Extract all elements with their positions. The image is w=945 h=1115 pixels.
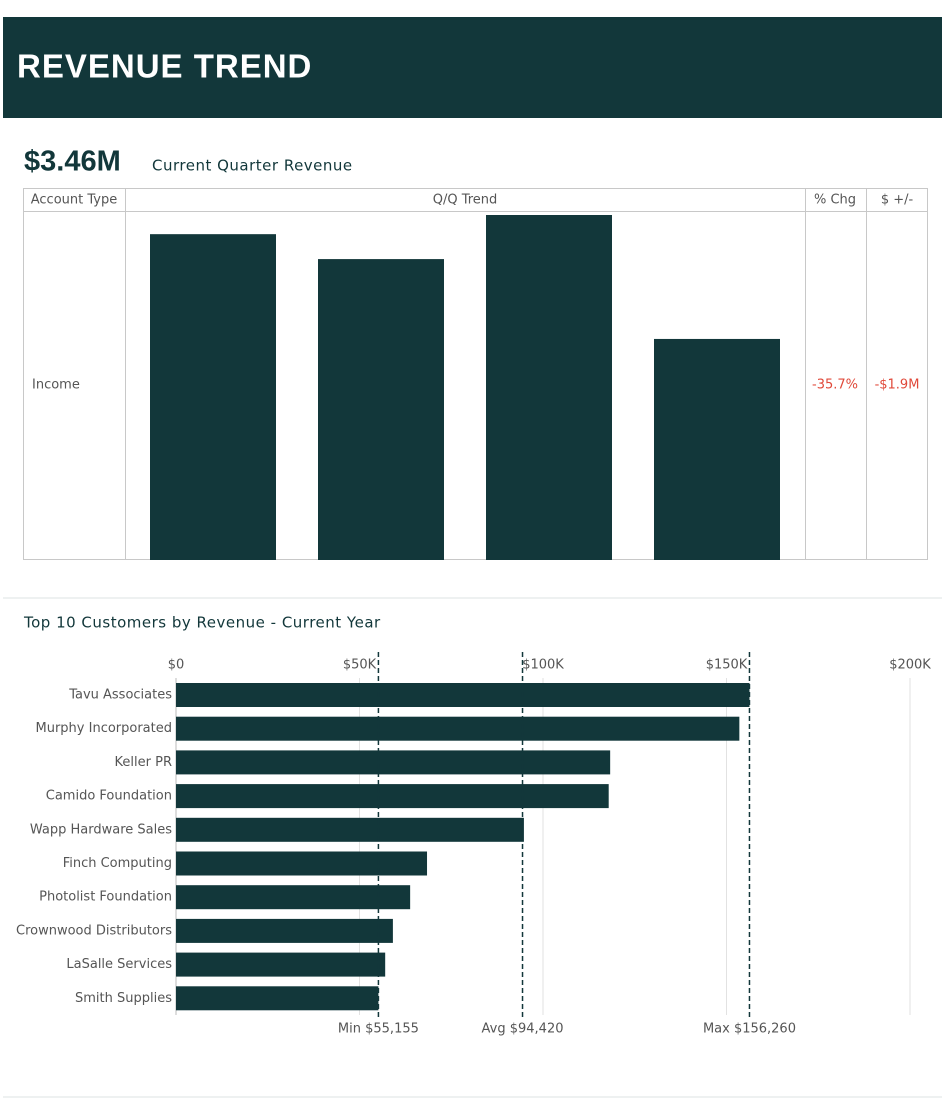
bar bbox=[176, 750, 611, 775]
x-tick-label: $200K bbox=[889, 658, 931, 673]
bar bbox=[176, 952, 386, 977]
category-label: Camido Foundation bbox=[46, 789, 172, 804]
category-label: Tavu Associates bbox=[68, 688, 172, 703]
trend-bar bbox=[486, 215, 612, 560]
x-tick-label: $0 bbox=[168, 658, 185, 673]
category-label: Crownwood Distributors bbox=[16, 923, 172, 938]
bar bbox=[176, 986, 379, 1011]
page-title: REVENUE TREND bbox=[17, 48, 312, 85]
category-label: LaSalle Services bbox=[66, 957, 172, 972]
bar bbox=[176, 851, 428, 876]
x-tick-label: $50K bbox=[343, 658, 377, 673]
reference-label: Min $55,155 bbox=[338, 1022, 419, 1037]
kpi-label: Current Quarter Revenue bbox=[152, 157, 353, 175]
reference-label: Avg $94,420 bbox=[482, 1022, 564, 1037]
column-header: % Chg bbox=[814, 193, 856, 208]
bar bbox=[176, 784, 609, 809]
bar bbox=[176, 817, 524, 842]
trend-bar bbox=[150, 234, 276, 560]
bar bbox=[176, 918, 393, 943]
category-label: Photolist Foundation bbox=[39, 890, 172, 905]
category-label: Smith Supplies bbox=[75, 991, 172, 1006]
header-band bbox=[3, 17, 942, 118]
trend-bar bbox=[654, 338, 780, 560]
category-label: Finch Computing bbox=[63, 856, 172, 871]
bar bbox=[176, 683, 750, 707]
x-tick-label: $100K bbox=[522, 658, 564, 673]
column-header: Q/Q Trend bbox=[433, 193, 498, 208]
reference-label: Max $156,260 bbox=[703, 1022, 796, 1037]
row-label: Income bbox=[32, 378, 80, 393]
column-header: Account Type bbox=[31, 193, 117, 208]
dollar-change: -$1.9M bbox=[875, 378, 920, 393]
category-label: Murphy Incorporated bbox=[36, 721, 173, 736]
bar bbox=[176, 885, 411, 910]
category-label: Keller PR bbox=[115, 755, 172, 770]
pct-change: -35.7% bbox=[812, 378, 858, 393]
bar bbox=[176, 716, 740, 741]
column-header: $ +/- bbox=[881, 193, 914, 208]
trend-bar bbox=[318, 259, 444, 560]
chart-title: Top 10 Customers by Revenue - Current Ye… bbox=[23, 614, 381, 632]
x-tick-label: $150K bbox=[706, 658, 748, 673]
category-label: Wapp Hardware Sales bbox=[30, 822, 172, 837]
kpi-value: $3.46M bbox=[24, 146, 121, 178]
table-frame bbox=[23, 188, 928, 560]
